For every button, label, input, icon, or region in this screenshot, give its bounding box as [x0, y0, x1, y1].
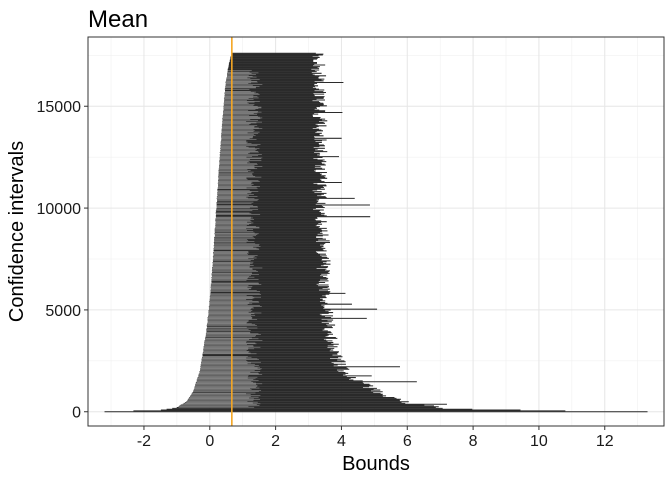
panel-background	[88, 37, 664, 426]
chart-title: Mean	[88, 6, 148, 33]
x-tick-label: 0	[205, 433, 214, 450]
x-tick-label: 6	[403, 433, 412, 450]
x-tick-label: 8	[469, 433, 478, 450]
y-tick-label: 15000	[37, 99, 82, 116]
x-axis-label: Bounds	[342, 453, 410, 475]
y-tick-label: 5000	[45, 303, 81, 320]
y-axis-ticks: 0 5000 10000 15000	[37, 99, 88, 422]
confidence-intervals	[104, 52, 648, 413]
x-tick-label: -2	[137, 433, 151, 450]
y-tick-label: 10000	[37, 201, 82, 218]
panel-border	[87, 36, 665, 427]
x-tick-label: 10	[530, 433, 548, 450]
x-axis-ticks: -2 0 2 4 6 8 10 12	[137, 426, 614, 450]
y-axis-label: Confidence intervals	[6, 141, 28, 322]
y-tick-label: 0	[72, 405, 81, 422]
x-tick-label: 12	[596, 433, 614, 450]
plot-panel	[87, 36, 665, 427]
x-tick-label: 2	[271, 433, 280, 450]
x-tick-label: 4	[337, 433, 346, 450]
